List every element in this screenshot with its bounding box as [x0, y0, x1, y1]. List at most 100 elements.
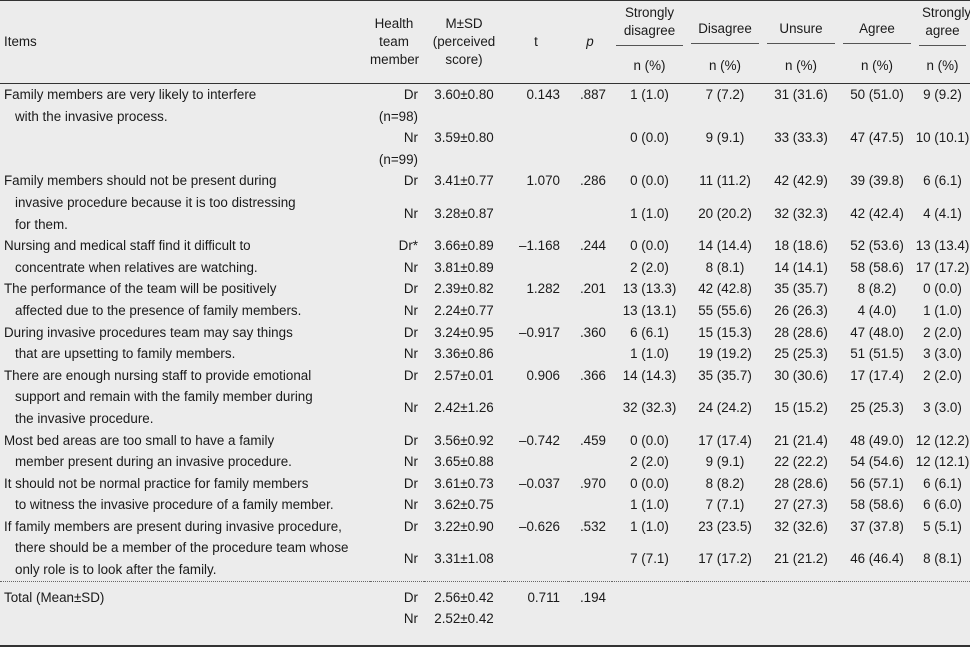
mean-sd-cell: 3.60±0.80 — [434, 87, 494, 102]
response-count-cell: 2 (2.0) — [923, 324, 962, 340]
response-count-cell: 35 (35.7) — [698, 367, 752, 383]
team-member-cell: Nr — [370, 451, 424, 473]
p-value-cell — [568, 548, 612, 581]
table-row: Nr 2.24±0.77 13 (13.1) 55 (55.6) 26 (26.3) 4 … — [0, 300, 970, 322]
item-text-line: Nursing and medical staff find it diffic… — [4, 238, 251, 254]
empty-cell — [612, 580, 687, 609]
agree-header: Agree — [839, 1, 915, 50]
empty-cell — [763, 608, 839, 634]
response-count-cell: 20 (20.2) — [698, 205, 752, 221]
p-value-cell: .360 — [579, 324, 606, 340]
response-count-cell: 24 (24.2) — [698, 400, 752, 416]
empty-cell — [687, 580, 763, 609]
response-count-cell: 6 (6.1) — [923, 475, 962, 491]
team-member-cell: Dr — [370, 430, 424, 452]
item-statement: Family members are very likely to interf… — [0, 84, 370, 171]
table-row: Most bed areas are too small to have a f… — [0, 430, 970, 470]
response-count-cell: 33 (33.3) — [774, 130, 828, 146]
response-count-cell: 15 (15.3) — [698, 324, 752, 340]
team-member-cell: Nr — [403, 611, 418, 627]
response-count-cell: 15 (15.2) — [774, 400, 828, 416]
response-count-cell: 32 (32.6) — [774, 518, 828, 534]
t-value-cell — [504, 548, 568, 581]
response-count-cell: 1 (1.0) — [923, 302, 962, 318]
table-row: Nr (n=99) 3.59±0.80 0 (0.0) 9 (9.1) 33 (33.3)… — [0, 127, 970, 170]
team-member-label: Dr — [403, 87, 418, 102]
response-count-cell: 42 (42.8) — [698, 281, 752, 297]
team-column-header: Health team member — [370, 1, 424, 84]
team-member-label: Nr — [403, 205, 418, 221]
table-header: Items Health team member M±SD (perceived… — [0, 0, 970, 84]
response-count-cell: 27 (27.3) — [774, 497, 828, 513]
team-member-label: Nr — [403, 454, 418, 470]
response-count-cell: 8 (8.2) — [705, 475, 745, 491]
team-member-cell: Dr — [370, 322, 424, 344]
response-count-cell: 8 (8.1) — [705, 259, 745, 275]
empty-cell — [763, 580, 839, 609]
response-count-cell: 14 (14.3) — [622, 367, 677, 383]
response-count-cell: 14 (14.1) — [774, 259, 828, 275]
response-count-cell: 32 (32.3) — [622, 400, 677, 416]
item-text-line: with the invasive process. — [15, 108, 168, 124]
response-count-cell: 35 (35.7) — [774, 281, 828, 297]
mean-sd-cell: 3.24±0.95 — [434, 324, 494, 340]
response-count-cell: 6 (6.1) — [630, 324, 669, 340]
response-count-cell: 7 (7.1) — [705, 497, 745, 513]
response-count-cell: 37 (37.8) — [850, 518, 904, 534]
team-member-cell: Dr* — [370, 235, 424, 257]
items-column-header: Items — [4, 34, 37, 49]
team-member-cell: Nr (n=99) — [370, 127, 424, 170]
table-row: Family members are very likely to interf… — [0, 84, 970, 128]
mean-sd-cell: 2.57±0.01 — [434, 367, 494, 383]
response-count-cell: 42 (42.4) — [850, 205, 904, 221]
table-row: Nr 3.81±0.89 2 (2.0) 8 (8.1) 14 (14.1) 58 (58… — [0, 257, 970, 279]
response-count-cell: 58 (58.6) — [850, 259, 904, 275]
response-count-cell: 17 (17.2) — [698, 551, 752, 567]
t-value-cell: –1.168 — [519, 238, 560, 254]
response-header-line: disagree — [623, 23, 676, 38]
table-row: Nr 3.36±0.86 1 (1.0) 19 (19.2) 25 (25.3) 51 (… — [0, 343, 970, 365]
response-count-cell: 2 (2.0) — [923, 367, 962, 383]
item-text-line: affected due to the presence of family m… — [15, 302, 302, 318]
response-count-cell: 54 (54.6) — [850, 454, 904, 470]
sample-size-label: (n=99) — [378, 151, 418, 167]
p-value-cell: .286 — [579, 173, 606, 189]
response-header-line: Strongly — [922, 5, 970, 20]
response-count-cell: 6 (6.0) — [923, 497, 962, 513]
mean-sd-cell: 3.81±0.89 — [434, 259, 494, 275]
table-body: Family members are very likely to interf… — [0, 84, 970, 634]
response-count-cell: 46 (46.4) — [850, 551, 904, 567]
t-value-cell: –0.742 — [519, 432, 560, 448]
team-member-cell: Nr — [370, 494, 424, 516]
response-count-cell: 0 (0.0) — [630, 432, 669, 448]
item-text-line: for them. — [15, 216, 68, 232]
response-count-cell: 23 (23.5) — [698, 518, 752, 534]
p-value-cell: .194 — [568, 580, 612, 609]
msd-header-line: score) — [445, 52, 483, 67]
item-text-line: support and remain with the family membe… — [15, 389, 313, 405]
team-member-cell: Nr — [370, 203, 424, 235]
team-member-label: Dr* — [398, 238, 418, 254]
p-value-cell — [568, 343, 612, 365]
team-member-label: Dr — [403, 367, 418, 383]
item-text-line: concentrate when relatives are watching. — [15, 259, 258, 275]
unit-header: n (%) — [861, 58, 893, 73]
item-statement: The performance of the team will be posi… — [0, 278, 370, 321]
table-row: During invasive procedures team may say … — [0, 322, 970, 362]
response-count-cell: 42 (42.9) — [774, 173, 828, 189]
response-count-cell: 26 (26.3) — [774, 302, 828, 318]
total-label: Total (Mean±SD) — [0, 580, 370, 609]
item-text-line: There are enough nursing staff to provid… — [4, 367, 312, 383]
item-statement: During invasive procedures team may say … — [0, 322, 370, 365]
unit-header: n (%) — [785, 58, 817, 73]
p-value-cell — [568, 127, 612, 170]
mean-sd-cell: 3.61±0.73 — [434, 475, 494, 491]
response-count-cell: 2 (2.0) — [630, 259, 669, 275]
response-count-cell: 3 (3.0) — [923, 346, 962, 362]
team-member-label: Nr — [403, 302, 418, 318]
team-member-label: Dr — [403, 518, 418, 534]
response-count-cell: 0 (0.0) — [630, 173, 669, 189]
item-statement: It should not be normal practice for fam… — [0, 473, 370, 516]
response-count-cell: 30 (30.6) — [774, 367, 828, 383]
table-row: There are enough nursing staff to provid… — [0, 365, 970, 426]
